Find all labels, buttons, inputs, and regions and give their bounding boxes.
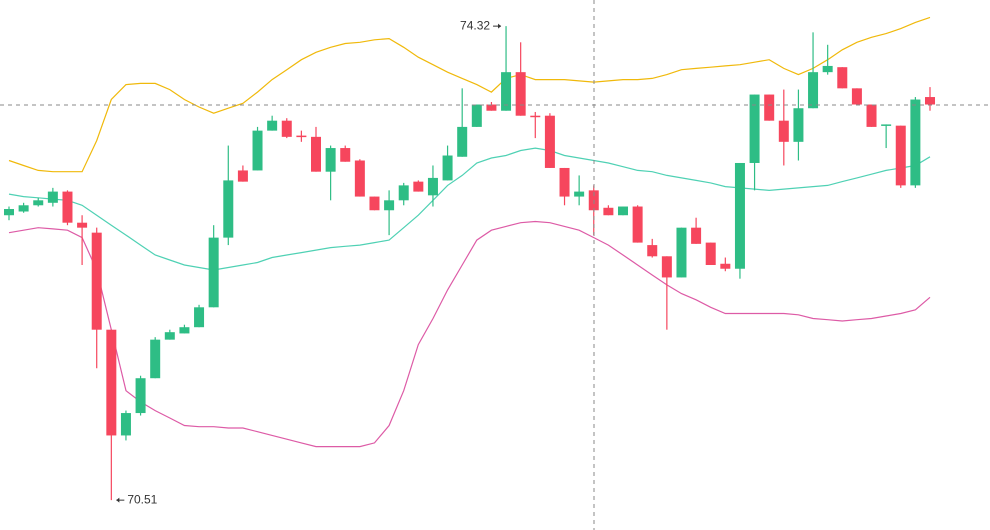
high-annotation: 74.32 <box>460 18 490 32</box>
candle-body <box>296 135 307 138</box>
candle-body <box>895 125 906 186</box>
candle-body <box>925 97 935 105</box>
candle-body <box>822 65 833 73</box>
candle-body <box>150 339 161 379</box>
candle-body <box>47 191 58 203</box>
candle-body <box>910 99 921 186</box>
candle-body <box>194 307 205 328</box>
candle-body <box>252 130 263 171</box>
candle-body <box>354 160 365 197</box>
candle-body <box>603 207 614 216</box>
annotation-arrowhead <box>498 23 502 29</box>
annotation-arrowhead <box>116 497 120 503</box>
candle-body <box>501 72 512 111</box>
candle-body <box>120 413 131 436</box>
candle-body <box>471 104 482 127</box>
candle-body <box>340 148 351 162</box>
candle-body <box>208 237 219 308</box>
candle-body <box>661 256 672 278</box>
candle-body <box>559 167 570 197</box>
candle-body <box>135 378 146 414</box>
candle-body <box>237 170 248 182</box>
band-line <box>8 147 931 271</box>
candle-body <box>647 245 658 257</box>
candle-body <box>18 205 29 212</box>
candle-body <box>164 332 175 340</box>
candle-body <box>676 227 687 278</box>
candle-body <box>515 72 526 116</box>
candle-body <box>486 104 497 111</box>
candle-body <box>62 191 73 223</box>
candle-body <box>384 200 395 211</box>
candle-body <box>793 108 804 142</box>
candle-body <box>632 206 643 243</box>
candle-body <box>442 155 453 181</box>
low-annotation: 70.51 <box>127 492 157 506</box>
candle-body <box>808 72 819 109</box>
candle-body <box>574 191 585 197</box>
candle-body <box>398 185 409 201</box>
candle-body <box>618 206 628 216</box>
candle-body <box>749 94 760 163</box>
candle-body <box>179 327 190 334</box>
candle-body <box>764 94 775 121</box>
band-line <box>8 220 931 448</box>
candle-body <box>866 104 877 127</box>
candle-body <box>325 148 336 172</box>
candle-body <box>413 181 424 192</box>
candle-body <box>267 120 278 131</box>
candle-body <box>734 162 745 269</box>
candle-body <box>778 120 789 142</box>
candle-body <box>705 242 716 265</box>
candle-body <box>427 177 438 196</box>
candle-body <box>881 124 892 126</box>
candle-body <box>281 120 292 137</box>
candle-body <box>4 209 14 216</box>
candle-body <box>106 329 117 436</box>
candle-body <box>851 88 862 105</box>
candle-body <box>720 263 731 269</box>
candle-body <box>33 200 44 206</box>
candle-body <box>544 115 555 168</box>
candle-body <box>369 196 380 211</box>
candle-body <box>311 136 321 172</box>
candle-body <box>530 115 541 118</box>
candle-body <box>91 232 102 330</box>
candle-body <box>457 126 468 157</box>
candle-body <box>691 227 702 244</box>
band-line <box>8 16 931 173</box>
candle-body <box>223 180 234 238</box>
candle-body <box>837 67 848 89</box>
candle-body <box>77 222 88 228</box>
